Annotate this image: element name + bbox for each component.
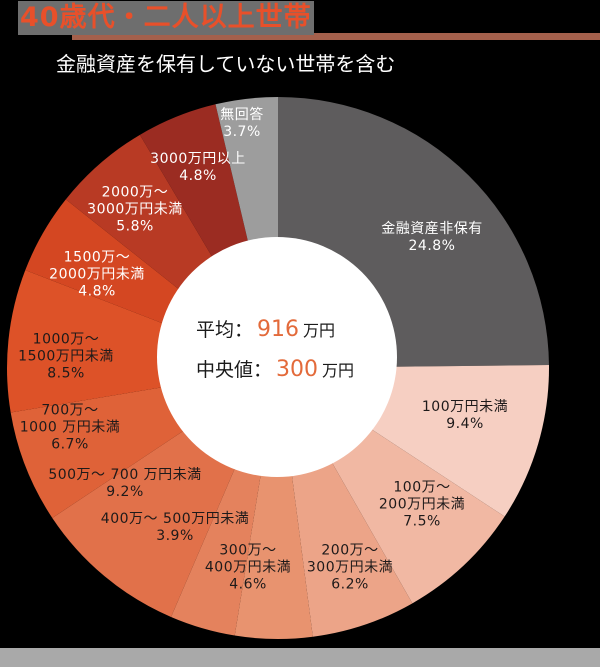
label-500-700: 500万～ 700 万円未満 9.2% (48, 467, 202, 500)
label-under-100: 100万円未満 9.4% (421, 399, 509, 432)
title-area: 40歳代・二人以上世帯 (0, 0, 600, 45)
chart-title: 40歳代・二人以上世帯 (18, 1, 314, 35)
mean-label: 平均： (196, 319, 254, 341)
median-row: 中央値： 300 万円 (196, 352, 396, 392)
mean-unit: 万円 (303, 321, 336, 340)
label-100-200: 100万～ 200万円未満 7.5% (378, 479, 466, 530)
label-no-assets: 金融資産非保有 24.8% (381, 221, 483, 254)
median-unit: 万円 (322, 361, 355, 380)
label-1500-2000: 1500万～ 2000万円未満 4.8% (49, 249, 145, 300)
donut-hole (157, 237, 397, 477)
label-2000-3000: 2000万～ 3000万円未満 5.8% (87, 184, 183, 235)
chart-subtitle: 金融資産を保有していない世帯を含む (56, 52, 396, 76)
label-over-3000: 3000万円以上 4.8% (150, 151, 246, 184)
label-200-300: 200万～ 300万円未満 6.2% (306, 542, 394, 593)
label-no-answer: 無回答 3.7% (220, 107, 264, 140)
median-label: 中央値： (196, 359, 273, 381)
footer-band (0, 648, 600, 667)
label-700-1000: 700万～ 1000 万円未満 6.7% (19, 402, 121, 453)
title-underline (72, 33, 600, 40)
label-300-400: 300万～ 400万円未満 4.6% (204, 542, 292, 593)
mean-row: 平均： 916 万円 (196, 312, 396, 352)
median-value: 300 (276, 357, 319, 382)
pie-slice (234, 368, 313, 639)
label-1000-1500: 1000万～ 1500万円未満 8.5% (18, 331, 114, 382)
label-400-500: 400万～ 500万円未満 3.9% (100, 511, 250, 544)
mean-value: 916 (257, 317, 300, 342)
center-stats: 平均： 916 万円 中央値： 300 万円 (196, 312, 396, 392)
